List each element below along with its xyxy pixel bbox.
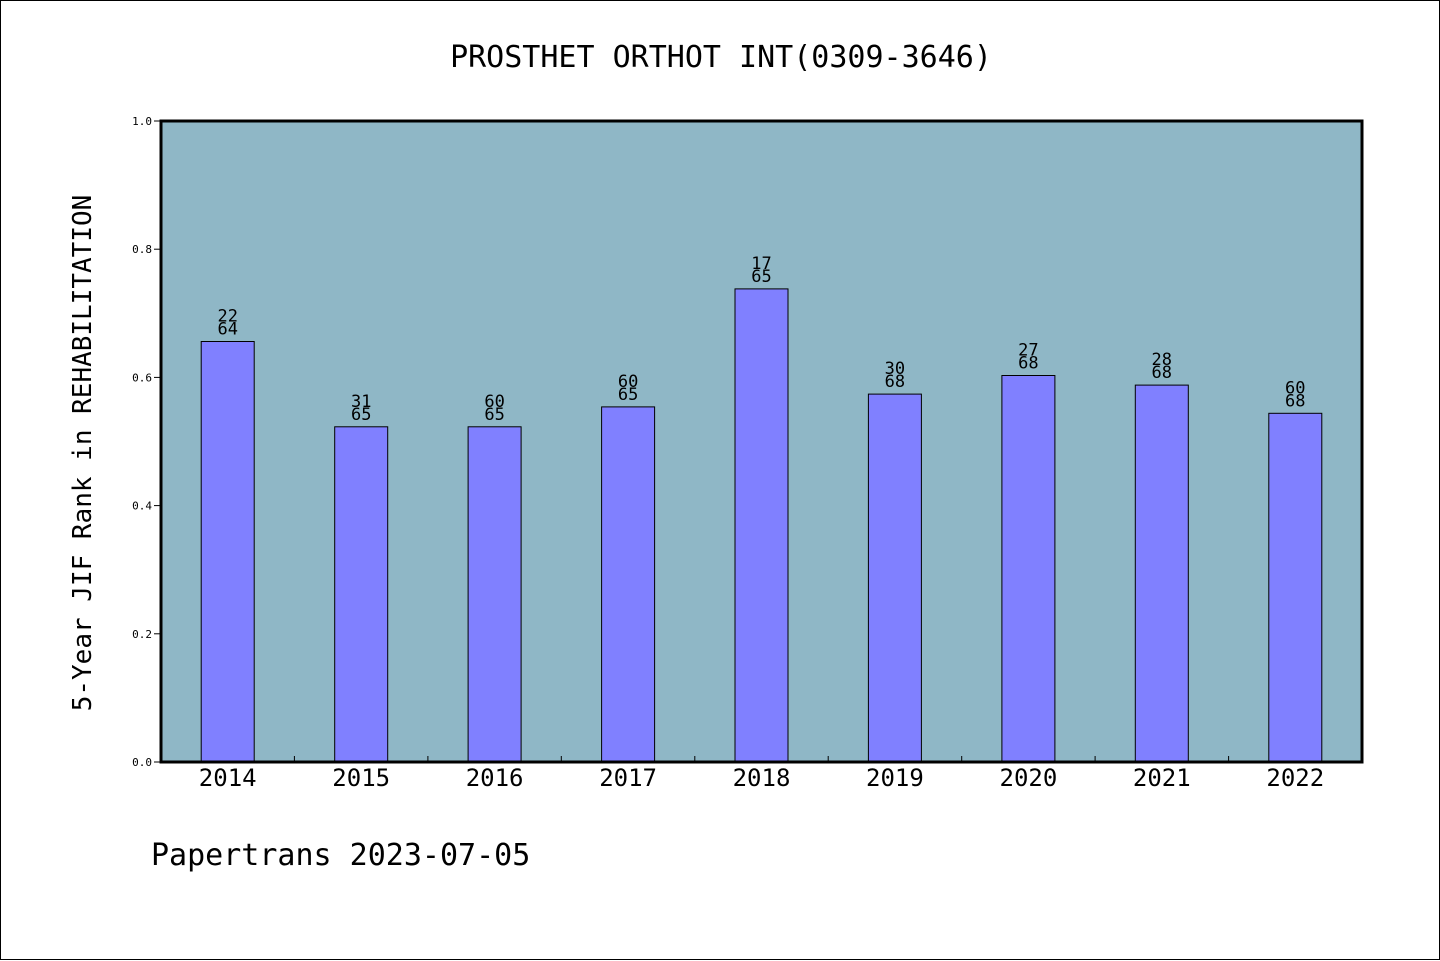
y-tick-label-0.0: 0.0 [132,756,152,769]
bar-rank-label-2016: 60 [484,392,504,412]
bar-total-label-2019: 68 [885,372,905,392]
y-tick-label-0.4: 0.4 [132,500,152,513]
bar-total-label-2018: 65 [751,267,771,287]
bar-2017 [601,406,656,763]
bar-total-label-2016: 65 [484,405,504,425]
bar-2021 [1134,384,1189,763]
bars-group [200,288,1323,763]
x-tick-label-2014: 2014 [199,764,257,792]
bar-2019 [867,393,922,763]
y-tick-label-1.0: 1.0 [132,115,152,128]
bar-rank-label-2014: 22 [217,307,237,327]
bar-total-label-2020: 68 [1018,354,1038,374]
x-tick-label-2016: 2016 [466,764,524,792]
bar-rank-label-2019: 30 [885,359,905,379]
x-tick-label-2019: 2019 [866,764,924,792]
y-axis-label: 5-Year JIF Rank in REHABILITATION [68,195,98,712]
x-tick-label-2021: 2021 [1133,764,1191,792]
bar-2022 [1268,412,1323,763]
bar-total-label-2015: 65 [351,405,371,425]
bar-2014 [200,341,255,763]
y-tick-label-0.8: 0.8 [132,243,152,256]
y-tick-label-0.2: 0.2 [132,628,152,641]
bar-rank-label-2015: 31 [351,392,371,412]
bar-2015 [334,426,389,763]
chart-title: PROSTHET ORTHOT INT(0309-3646) [450,40,992,75]
bar-total-label-2017: 65 [618,385,638,405]
bar-2020 [1001,375,1056,763]
bar-rank-label-2018: 17 [751,254,771,274]
bar-rank-label-2021: 28 [1152,350,1172,370]
bar-rank-label-2017: 60 [618,372,638,392]
bar-2016 [467,426,522,763]
bar-total-label-2014: 64 [217,320,237,340]
x-tick-label-2017: 2017 [599,764,657,792]
y-axis: 0.0 0.2 0.4 0.6 0.8 1.0 [132,115,161,769]
bar-rank-label-2022: 60 [1285,378,1305,398]
x-tick-label-2015: 2015 [332,764,390,792]
footer-source-date: Papertrans 2023-07-05 [151,838,530,873]
y-tick-label-0.6: 0.6 [132,371,152,384]
x-tick-label-2020: 2020 [1000,764,1058,792]
bar-rank-label-2020: 27 [1018,341,1038,361]
x-tick-label-2022: 2022 [1266,764,1324,792]
bar-2018 [734,288,789,763]
x-tick-label-2018: 2018 [733,764,791,792]
bar-total-label-2022: 68 [1285,391,1305,411]
x-axis: 2014 2015 2016 2017 2018 2019 2020 2021 2022 [199,756,1324,792]
bar-total-label-2021: 68 [1152,363,1172,383]
plot-border [159,119,1364,764]
